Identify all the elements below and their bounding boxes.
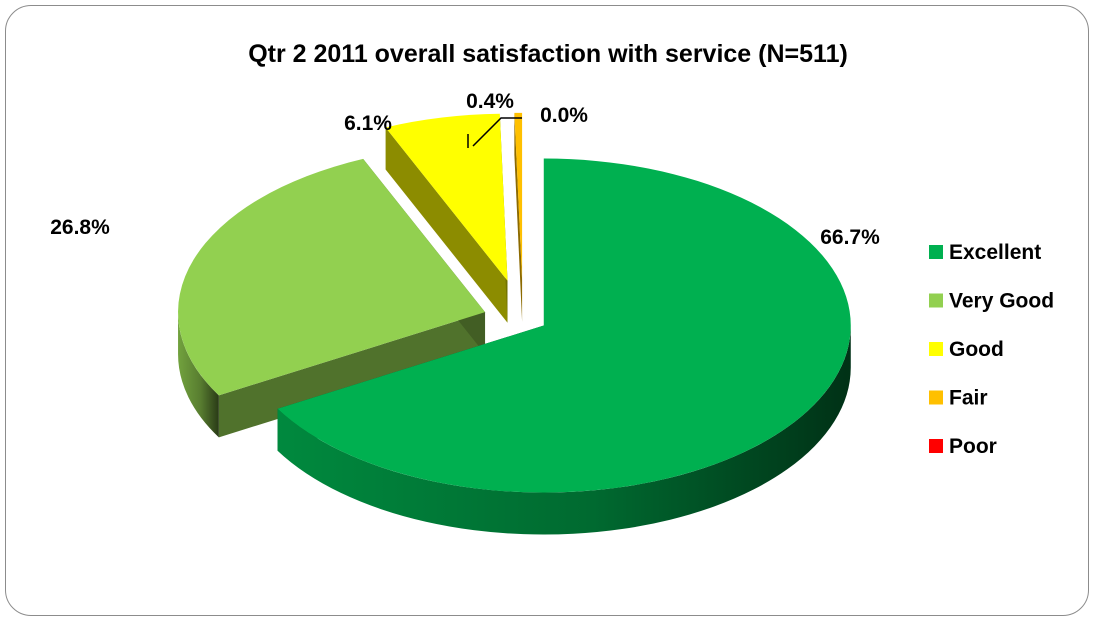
legend-label-good: Good bbox=[949, 338, 1004, 361]
legend-label-very-good: Very Good bbox=[949, 290, 1054, 313]
leader-line-poor bbox=[472, 117, 522, 147]
legend-swatch-fair bbox=[929, 390, 943, 405]
pie-slice-excellent bbox=[277, 158, 851, 535]
legend-label-poor: Poor bbox=[949, 435, 997, 458]
chart-title: Qtr 2 2011 overall satisfaction with ser… bbox=[248, 40, 848, 68]
pie-chart: 66.7% 26.8% 6.1% 0.4% 0.0% Excellent Very Goo… bbox=[50, 90, 1054, 535]
legend: Excellent Very Good Good Fair Poor bbox=[929, 241, 1054, 458]
data-label-excellent: 66.7% bbox=[820, 226, 880, 249]
legend-swatch-excellent bbox=[929, 245, 943, 259]
legend-swatch-very-good bbox=[929, 293, 943, 308]
data-label-poor: 0.0% bbox=[540, 104, 588, 127]
pie-slice-very-good bbox=[178, 158, 486, 438]
data-label-very-good: 26.8% bbox=[50, 216, 110, 239]
data-label-good: 6.1% bbox=[344, 112, 392, 135]
legend-swatch-good bbox=[929, 342, 943, 356]
chart-frame: Qtr 2 2011 overall satisfaction with ser… bbox=[5, 5, 1089, 616]
data-label-fair: 0.4% bbox=[466, 90, 514, 113]
legend-swatch-poor bbox=[929, 439, 943, 453]
legend-label-excellent: Excellent bbox=[949, 241, 1041, 264]
pie-slice-fair bbox=[514, 112, 523, 322]
legend-label-fair: Fair bbox=[949, 387, 988, 410]
pie-slice-good bbox=[385, 113, 508, 323]
